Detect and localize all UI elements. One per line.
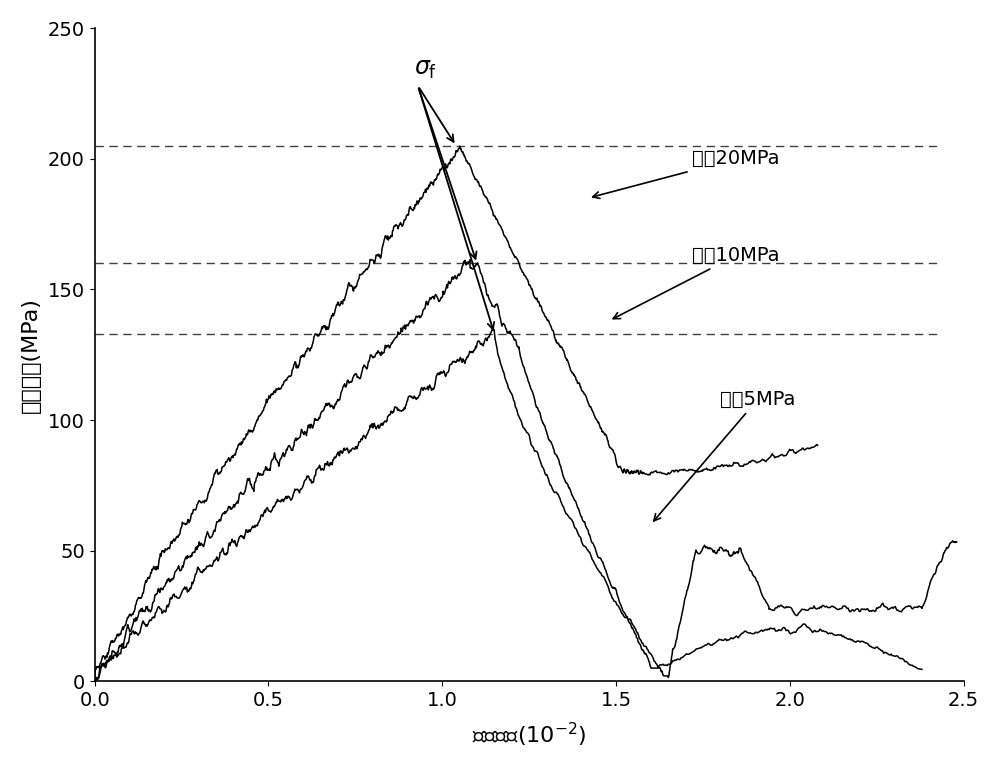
Text: 围压20MPa: 围压20MPa: [593, 149, 780, 199]
Text: 围压10MPa: 围压10MPa: [613, 246, 780, 319]
X-axis label: 轴向应变$(10^{-2})$: 轴向应变$(10^{-2})$: [472, 721, 586, 749]
Text: $\sigma_{\rm f}$: $\sigma_{\rm f}$: [414, 58, 438, 81]
Text: 围压5MPa: 围压5MPa: [654, 390, 796, 521]
Y-axis label: 轴向应力(MPa): 轴向应力(MPa): [21, 296, 41, 413]
